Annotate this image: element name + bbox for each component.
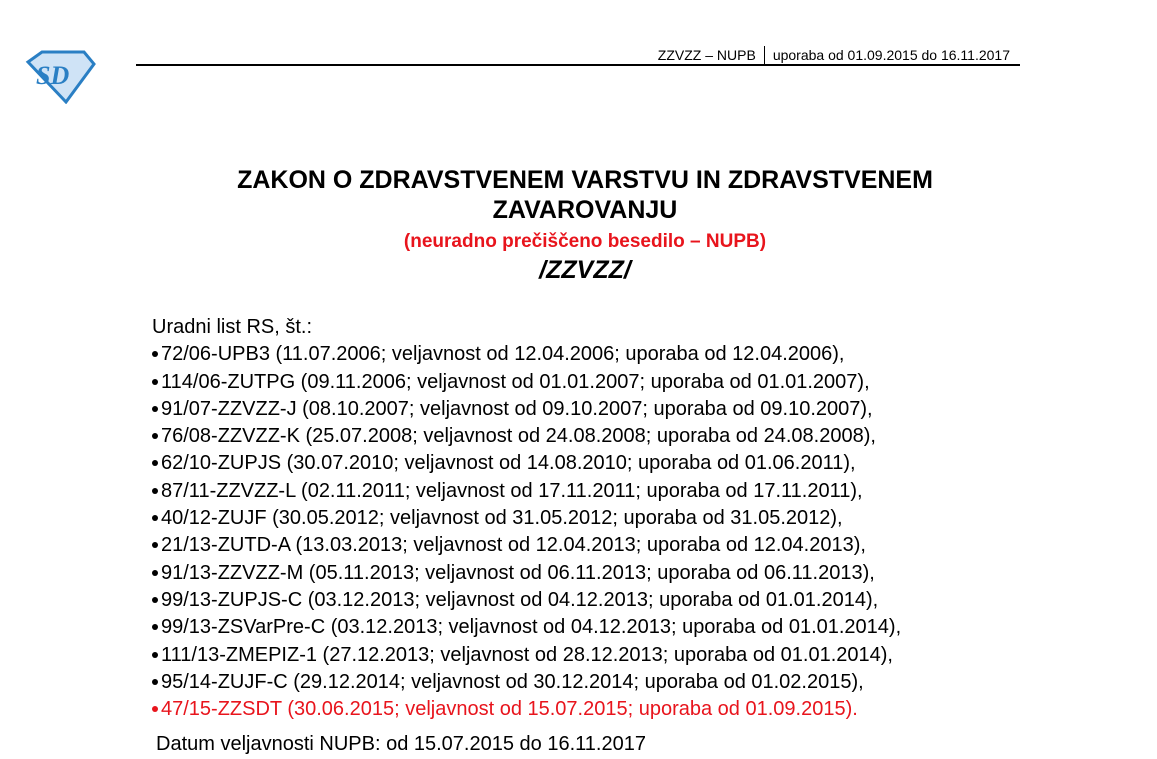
bullet-icon: [152, 651, 158, 658]
bullet-icon: [152, 596, 158, 603]
gazette-label: Uradni list RS, št.:: [152, 316, 313, 338]
validity-date: Datum veljavnosti NUPB: od 15.07.2015 do…: [156, 733, 646, 756]
gazette-item: 72/06-UPB3 (11.07.2006; veljavnost od 12…: [152, 341, 901, 368]
gazette-item: 62/10-ZUPJS (30.07.2010; veljavnost od 1…: [152, 450, 901, 477]
bullet-icon: [152, 542, 158, 549]
gazette-item-text: 91/13-ZZVZZ-M (05.11.2013; veljavnost od…: [161, 561, 875, 584]
bullet-icon: [152, 405, 158, 412]
header-usage-period: uporaba od 01.09.2015 do 16.11.2017: [772, 47, 1010, 63]
gazette-item: 111/13-ZMEPIZ-1 (27.12.2013; veljavnost …: [152, 642, 901, 669]
bullet-icon: [152, 678, 158, 685]
gazette-item-text: 47/15-ZZSDT (30.06.2015; veljavnost od 1…: [161, 698, 858, 721]
gazette-item-text: 72/06-UPB3 (11.07.2006; veljavnost od 12…: [161, 343, 845, 366]
bullet-icon: [152, 487, 158, 494]
gazette-item-text: 40/12-ZUJF (30.05.2012; veljavnost od 31…: [161, 507, 843, 530]
gazette-item: 99/13-ZUPJS-C (03.12.2013; veljavnost od…: [152, 587, 901, 614]
gazette-item: 87/11-ZZVZZ-L (02.11.2011; veljavnost od…: [152, 478, 901, 505]
bullet-icon: [152, 569, 158, 576]
gazette-item: 91/13-ZZVZZ-M (05.11.2013; veljavnost od…: [152, 560, 901, 587]
publisher-logo: SD: [25, 50, 96, 104]
bullet-icon: [152, 378, 158, 385]
gazette-item-text: 76/08-ZZVZZ-K (25.07.2008; veljavnost od…: [161, 425, 876, 448]
bullet-icon: [152, 351, 158, 358]
gazette-item: 76/08-ZZVZZ-K (25.07.2008; veljavnost od…: [152, 423, 901, 450]
gazette-item-text: 99/13-ZUPJS-C (03.12.2013; veljavnost od…: [161, 588, 879, 611]
document-subtitle: (neuradno prečiščeno besedilo – NUPB): [403, 231, 767, 252]
gazette-item: 114/06-ZUTPG (09.11.2006; veljavnost od …: [152, 369, 901, 396]
gazette-item-text: 95/14-ZUJF-C (29.12.2014; veljavnost od …: [161, 670, 864, 693]
bullet-icon: [152, 706, 158, 713]
gazette-item-text: 62/10-ZUPJS (30.07.2010; veljavnost od 1…: [161, 452, 856, 475]
bullet-icon: [152, 460, 158, 467]
gazette-item: 21/13-ZUTD-A (13.03.2013; veljavnost od …: [152, 532, 901, 559]
gazette-item-text: 87/11-ZZVZZ-L (02.11.2011; veljavnost od…: [161, 479, 863, 502]
document-title-line2: ZAVAROVANJU: [492, 196, 678, 224]
document-title-line1: ZAKON O ZDRAVSTVENEM VARSTVU IN ZDRAVSTV…: [237, 166, 933, 194]
header-doc-id: ZZVZZ – NUPB: [657, 47, 756, 63]
gazette-item-text: 91/07-ZZVZZ-J (08.10.2007; veljavnost od…: [161, 397, 873, 420]
svg-text:SD: SD: [36, 61, 69, 90]
gazette-item: 40/12-ZUJF (30.05.2012; veljavnost od 31…: [152, 505, 901, 532]
bullet-icon: [152, 433, 158, 440]
gazette-list: Uradni list RS, št.: 72/06-UPB3 (11.07.2…: [152, 314, 901, 759]
gazette-item-text: 21/13-ZUTD-A (13.03.2013; veljavnost od …: [161, 534, 866, 557]
bullet-icon: [152, 624, 158, 631]
bullet-icon: [152, 515, 158, 522]
page-header: ZZVZZ – NUPB uporaba od 01.09.2015 do 16.…: [136, 44, 1020, 66]
header-separator: [763, 46, 765, 64]
gazette-item: 91/07-ZZVZZ-J (08.10.2007; veljavnost od…: [152, 396, 901, 423]
gazette-item-text: 99/13-ZSVarPre-C (03.12.2013; veljavnost…: [161, 616, 902, 639]
gazette-item-text: 114/06-ZUTPG (09.11.2006; veljavnost od …: [161, 370, 870, 393]
gazette-item-text: 111/13-ZMEPIZ-1 (27.12.2013; veljavnost …: [161, 643, 893, 666]
gazette-item: 47/15-ZZSDT (30.06.2015; veljavnost od 1…: [152, 696, 901, 723]
gazette-item: 99/13-ZSVarPre-C (03.12.2013; veljavnost…: [152, 614, 901, 641]
gazette-item: 95/14-ZUJF-C (29.12.2014; veljavnost od …: [152, 669, 901, 696]
document-abbreviation: /ZZVZZ/: [539, 256, 631, 284]
